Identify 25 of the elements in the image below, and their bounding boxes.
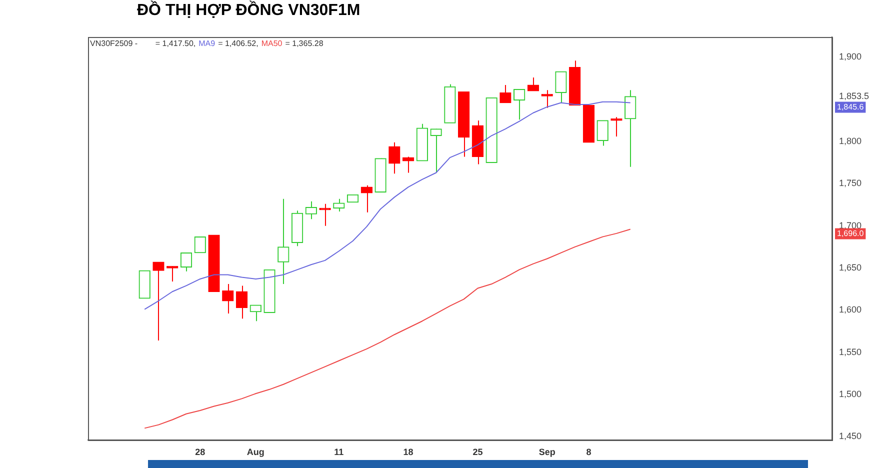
text: MA50 [261,39,283,48]
annotation: = 1,406.52, [218,39,258,48]
x-tick-label: 11 [334,446,344,457]
text: 1,696.0 [837,228,864,238]
x-tick-label: 8 [586,446,592,457]
y-tick-label: 1,900 [839,52,862,62]
text: 1,845.6 [837,102,864,112]
y-tick-label: 1,700 [839,220,862,230]
y-tick-label: 1,600 [839,304,862,315]
y-tick-label: 1,853.5 [839,90,870,101]
annotation: = 1,365.28 [285,39,324,48]
y-tick-label: 1,800 [839,136,862,146]
y-tick-label: 1,650 [839,262,862,272]
x-tick-label: Sep [538,446,556,457]
x-tick-label: 25 [472,446,483,457]
text: MA9 [198,39,216,48]
x-tick-label: 28 [195,446,206,457]
annotation: VN30F2509 - = 1,417.50, [90,39,196,48]
y-tick-label: 1,550 [839,346,862,357]
x-tick-label: 18 [403,446,414,457]
chart-title: ĐỒ THỊ HỢP ĐỒNG VN30F1M [137,2,360,20]
y-tick-label: 1,450 [839,431,862,442]
y-tick-label: 1,750 [839,178,862,188]
y-tick-label: 1,500 [839,388,862,399]
x-tick-label: Aug [246,446,264,457]
